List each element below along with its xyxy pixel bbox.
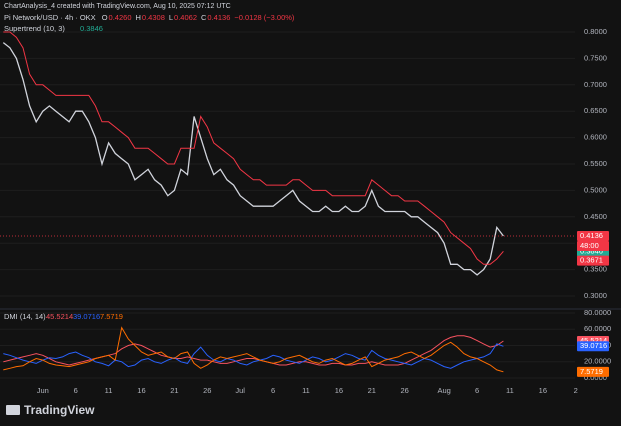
ohlc-value: 0.4308 — [142, 13, 165, 22]
price-badge-label: 0.3671 — [580, 256, 603, 265]
indicator-value: 0.3846 — [80, 24, 103, 33]
y-tick-label: 0.5000 — [584, 185, 607, 194]
dmi-legend: DMI (14, 14) — [4, 312, 46, 321]
indicator-legend: Supertrend (10, 3) — [4, 24, 65, 33]
y-tick-label: 80.0000 — [584, 308, 611, 317]
x-tick-label: 16 — [137, 386, 145, 395]
change: −0.0128 (−3.00%) — [234, 13, 295, 22]
x-tick-label: 26 — [203, 386, 211, 395]
price-badge — [577, 231, 609, 242]
y-tick-label: 0.3000 — [584, 291, 607, 300]
dmi-value: 7.5719 — [100, 312, 123, 321]
ohlc-label: L — [169, 13, 173, 22]
ohlc-value: 0.4260 — [109, 13, 132, 22]
ohlc-value: 0.4136 — [207, 13, 230, 22]
series-line — [3, 335, 504, 366]
price-axis-bg — [575, 0, 621, 400]
y-tick-label: 0.5500 — [584, 159, 607, 168]
x-tick-label: Aug — [437, 386, 450, 395]
y-tick-label: 0.0000 — [584, 373, 607, 382]
x-tick-label: 21 — [170, 386, 178, 395]
dmi-value: 39.0716 — [73, 312, 100, 321]
y-tick-label: 0.7500 — [584, 53, 607, 62]
x-tick-label: 11 — [302, 386, 310, 395]
x-tick-label: 16 — [539, 386, 547, 395]
y-tick-label: 0.3500 — [584, 265, 607, 274]
price-badge-label: 48:00 — [580, 241, 599, 250]
y-tick-label: 60.0000 — [584, 324, 611, 333]
ohlc-label: C — [201, 13, 207, 22]
x-tick-label: Jun — [37, 386, 49, 395]
dmi-value: 45.5214 — [46, 312, 73, 321]
plot-area — [0, 31, 575, 379]
price-badge — [577, 366, 609, 377]
y-tick-label: 0.4500 — [584, 212, 607, 221]
price-badge-label: 39.0716 — [580, 341, 607, 350]
series-line — [3, 31, 504, 265]
x-tick-label: 6 — [475, 386, 479, 395]
x-tick-label: 21 — [368, 386, 376, 395]
x-tick-label: 26 — [400, 386, 408, 395]
price-badge — [577, 341, 609, 352]
series-line — [3, 343, 504, 369]
ohlc-label: O — [102, 13, 108, 22]
ohlc-label: H — [136, 13, 141, 22]
axes: 0.8000 0.7500 0.7000 0.6500 0.6000 0.5500 0.50… — [37, 27, 611, 395]
x-tick-label: 11 — [105, 386, 113, 395]
series-line — [3, 326, 504, 373]
x-tick-label: 6 — [74, 386, 78, 395]
x-tick-label: 11 — [506, 386, 514, 395]
x-tick-label: 6 — [271, 386, 275, 395]
y-tick-label: 0.7000 — [584, 80, 607, 89]
ohlc-value: 0.4062 — [174, 13, 197, 22]
x-tick-label: 16 — [335, 386, 343, 395]
ohlc: O 0.4260 H 0.4308 L 0.4062 C 0.4136 −0.0128 (−3.… — [102, 13, 295, 22]
price-badge — [577, 241, 609, 252]
price-badge-label: 7.5719 — [580, 367, 603, 376]
credit: ChartAnalysis_4 created with TradingView… — [4, 3, 231, 10]
x-tick-label: Jul — [235, 386, 245, 395]
y-tick-label: 0.8000 — [584, 27, 607, 36]
price-badge-label: 0.4136 — [580, 231, 603, 240]
symbol: Pi Network/USD · 4h · OKX — [4, 13, 96, 22]
logo-icon — [6, 405, 20, 415]
y-tick-label: 0.6500 — [584, 106, 607, 115]
price-badge — [577, 255, 609, 266]
logo: TradingView — [24, 403, 95, 417]
y-tick-label: 20.0000 — [584, 357, 611, 366]
x-tick-label: 2 — [574, 386, 578, 395]
y-tick-label: 0.6000 — [584, 133, 607, 142]
series-line — [2, 42, 504, 276]
price-badge-label: 45.5214 — [580, 336, 607, 345]
